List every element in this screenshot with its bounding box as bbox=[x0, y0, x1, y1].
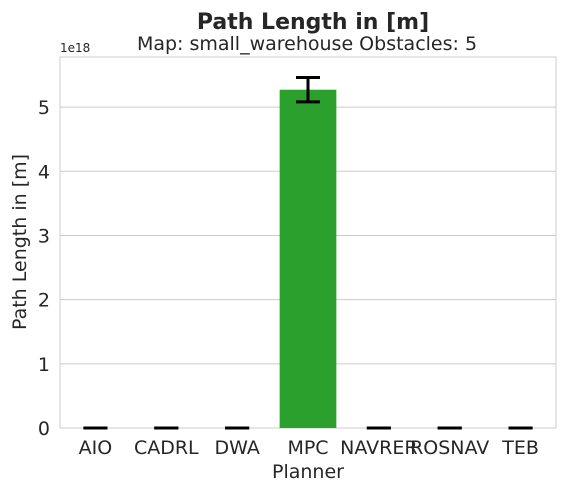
bars bbox=[279, 89, 337, 428]
x-tick-label: ROSNAV bbox=[410, 437, 489, 459]
y-tick-label: 1 bbox=[38, 354, 50, 376]
x-tick-label: AIO bbox=[79, 437, 113, 459]
y-axis-label: Path Length in [m] bbox=[9, 154, 31, 330]
x-tick-label: NAVRER bbox=[340, 437, 417, 459]
bar bbox=[279, 89, 337, 428]
chart-subtitle: Map: small_warehouse Obstacles: 5 bbox=[137, 33, 477, 55]
y-tick-label: 0 bbox=[38, 418, 50, 440]
error-bar bbox=[296, 76, 320, 104]
y-tick-label: 2 bbox=[38, 290, 50, 312]
y-tick-label: 5 bbox=[38, 97, 50, 119]
y-tick-labels: 0 1 2 3 4 5 bbox=[38, 97, 50, 440]
x-tick-label: DWA bbox=[214, 437, 259, 459]
x-tick-label: CADRL bbox=[134, 437, 199, 459]
error-bars bbox=[83, 76, 533, 430]
y-axis-offset-label: 1e18 bbox=[60, 41, 90, 55]
y-tick-label: 3 bbox=[38, 225, 50, 247]
x-axis-label: Planner bbox=[272, 461, 344, 483]
x-tick-label: TEB bbox=[501, 437, 539, 459]
x-tick-label: MPC bbox=[287, 437, 328, 459]
chart-title: Path Length in [m] bbox=[197, 10, 429, 35]
y-tick-label: 4 bbox=[38, 161, 50, 183]
